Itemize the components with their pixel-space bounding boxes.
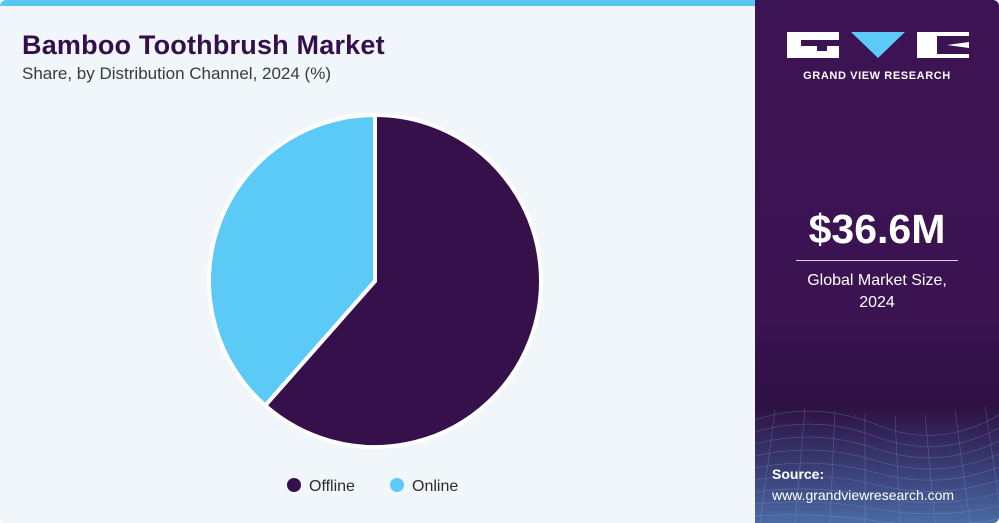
pie-slices — [207, 113, 543, 449]
legend-label-offline: Offline — [309, 478, 355, 495]
legend-marker-online — [390, 478, 404, 492]
source-label: Source: — [772, 466, 825, 482]
legend-label-online: Online — [412, 478, 458, 495]
grand-view-research-logo — [787, 32, 969, 58]
pie-slice-online — [207, 113, 377, 408]
accent-bar — [0, 0, 755, 6]
info-panel: GRAND VIEW RESEARCH $36.6M Global Market… — [755, 0, 999, 523]
market-size-caption-line2: 2024 — [859, 294, 895, 311]
chart-legend: Offline Online — [287, 478, 458, 495]
wave-mesh-decoration — [755, 405, 999, 523]
chart-subtitle: Share, by Distribution Channel, 2024 (%) — [22, 64, 331, 83]
chart-title: Bamboo Toothbrush Market — [22, 30, 385, 60]
market-size-value: $36.6M — [808, 206, 946, 252]
pie-slice-offline — [263, 113, 543, 449]
source-url: www.grandviewresearch.com — [772, 487, 955, 503]
legend-marker-offline — [287, 478, 301, 492]
market-size-caption: Global Market Size, 2024 — [755, 270, 999, 314]
pie-chart: Offline Online — [207, 113, 543, 495]
market-size-caption-line1: Global Market Size, — [807, 272, 947, 289]
brand-name: GRAND VIEW RESEARCH — [803, 70, 951, 82]
divider — [796, 260, 958, 261]
